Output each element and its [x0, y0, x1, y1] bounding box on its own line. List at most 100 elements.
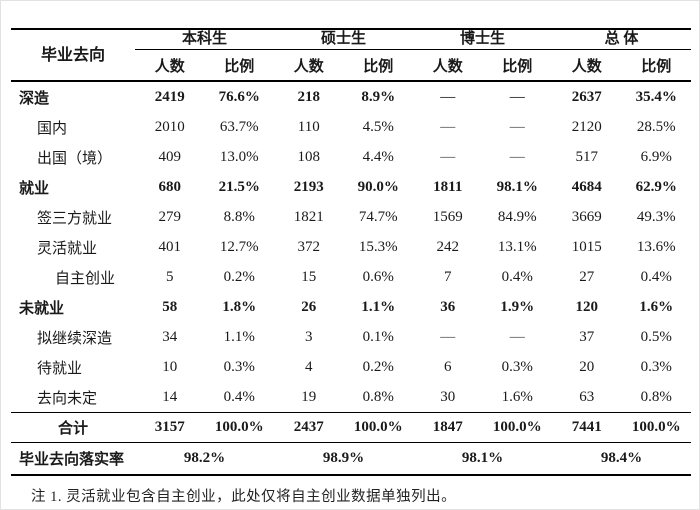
table-row-implementation-rate: 毕业去向落实率 98.2% 98.9% 98.1% 98.4%: [11, 443, 691, 476]
cell: 1569: [432, 208, 463, 225]
table-row-undecided: 去向未定 14 0.4% 19 0.8% 30 1.6% 63 0.8%: [11, 382, 691, 413]
subheader-ratio: 比例: [621, 49, 691, 82]
cell: 0.3%: [640, 358, 672, 375]
total-label: 合计: [11, 412, 135, 443]
row-label: 深造: [19, 90, 50, 107]
cell: 10: [162, 358, 178, 375]
cell: 2010: [154, 118, 185, 135]
cell: 401: [158, 238, 182, 255]
table-row-unemployed: 未就业 58 1.8% 26 1.1% 36 1.9% 120 1.6%: [11, 292, 691, 322]
cell: 409: [158, 148, 182, 165]
cell: 5: [166, 268, 174, 285]
cell: 49.3%: [636, 208, 676, 225]
cell: 1.1%: [223, 328, 255, 345]
cell: —: [509, 328, 525, 345]
cell: 63.7%: [219, 118, 259, 135]
rate-doctor: 98.1%: [461, 450, 504, 466]
cell: 2437: [274, 412, 344, 443]
cell: 100.0%: [343, 412, 413, 443]
cell: 680: [158, 178, 182, 195]
cell: 27: [579, 268, 595, 285]
table-row-further-study: 深造 2419 76.6% 218 8.9% — — 2637 35.4%: [11, 81, 691, 112]
cell: 0.8%: [640, 388, 672, 405]
table-row-employment: 就业 680 21.5% 2193 90.0% 1811 98.1% 4684 …: [11, 172, 691, 202]
table-row-awaiting-job: 待就业 10 0.3% 4 0.2% 6 0.3% 20 0.3%: [11, 352, 691, 382]
subheader-ratio: 比例: [343, 49, 413, 82]
cell: 7: [444, 268, 452, 285]
rate-master: 98.9%: [322, 450, 365, 466]
cell: 2637: [571, 88, 602, 105]
cell: —: [440, 118, 456, 135]
cell: 62.9%: [635, 178, 677, 195]
cell: 28.5%: [636, 118, 676, 135]
cell: 1.8%: [222, 298, 257, 315]
row-label: 未就业: [19, 300, 65, 317]
cell: 12.7%: [219, 238, 259, 255]
cell: 3: [305, 328, 313, 345]
cell: 0.1%: [362, 328, 394, 345]
group-header-master: 硕士生: [274, 29, 413, 50]
cell: —: [509, 118, 525, 135]
cell: 100.0%: [482, 412, 552, 443]
group-header-undergrad: 本科生: [135, 29, 274, 50]
cell: 0.3%: [223, 358, 255, 375]
cell: 4: [305, 358, 313, 375]
subheader-ratio: 比例: [204, 49, 274, 82]
cell: 1811: [433, 178, 463, 195]
cell: 0.8%: [362, 388, 394, 405]
row-label: 就业: [19, 180, 50, 197]
table-row-tripartite: 签三方就业 279 8.8% 1821 74.7% 1569 84.9% 366…: [11, 202, 691, 232]
cell: 15: [301, 268, 317, 285]
row-label: 出国（境）: [37, 150, 113, 167]
cell: 279: [158, 208, 182, 225]
cell: 0.2%: [223, 268, 255, 285]
table-row-domestic: 国内 2010 63.7% 110 4.5% — — 2120 28.5%: [11, 112, 691, 142]
cell: 21.5%: [218, 178, 260, 195]
cell: 0.4%: [223, 388, 255, 405]
cell: 1.9%: [500, 298, 535, 315]
row-label: 签三方就业: [37, 210, 113, 227]
cell: 37: [579, 328, 595, 345]
cell: 120: [575, 298, 599, 315]
cell: 0.3%: [501, 358, 533, 375]
row-label: 自主创业: [55, 270, 116, 287]
cell: 7441: [552, 412, 622, 443]
cell: 15.3%: [358, 238, 398, 255]
cell: 0.4%: [501, 268, 533, 285]
cell: 13.1%: [497, 238, 537, 255]
row-label: 灵活就业: [37, 240, 98, 257]
cell: 2419: [154, 88, 185, 105]
cell: 98.1%: [496, 178, 538, 195]
cell: 108: [297, 148, 321, 165]
subheader-count: 人数: [413, 49, 483, 82]
table-row-abroad: 出国（境） 409 13.0% 108 4.4% — — 517 6.9%: [11, 142, 691, 172]
cell: 1.6%: [501, 388, 533, 405]
cell: 26: [301, 298, 317, 315]
cell: 1.6%: [639, 298, 674, 315]
cell: 1.1%: [361, 298, 396, 315]
rate-undergrad: 98.2%: [183, 450, 226, 466]
cell: 0.4%: [640, 268, 672, 285]
group-header-row: 毕业去向 本科生 硕士生 博士生 总 体: [11, 29, 691, 82]
row-label: 拟继续深造: [37, 330, 113, 347]
rate-overall: 98.4%: [600, 450, 643, 466]
cell: 20: [579, 358, 595, 375]
cell: 2193: [293, 178, 324, 195]
row-label: 待就业: [37, 360, 83, 377]
cell: —: [509, 148, 525, 165]
cell: 19: [301, 388, 317, 405]
cell: 13.0%: [219, 148, 259, 165]
cell: 6.9%: [640, 148, 672, 165]
subheader-count: 人数: [552, 49, 622, 82]
cell: 4.5%: [362, 118, 394, 135]
subheader-count: 人数: [135, 49, 205, 82]
cell: 242: [436, 238, 460, 255]
cell: 36: [440, 298, 456, 315]
cell: 8.9%: [361, 88, 396, 105]
cell: 517: [575, 148, 599, 165]
rate-label: 毕业去向落实率: [19, 452, 125, 468]
row-label: 去向未定: [37, 390, 98, 407]
cell: 218: [297, 88, 321, 105]
cell: 90.0%: [357, 178, 399, 195]
cell: 4684: [571, 178, 602, 195]
